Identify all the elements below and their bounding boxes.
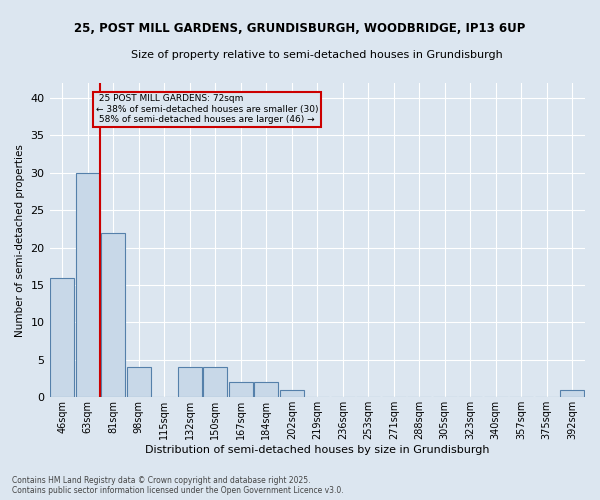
- Title: Size of property relative to semi-detached houses in Grundisburgh: Size of property relative to semi-detach…: [131, 50, 503, 60]
- Bar: [101, 232, 125, 398]
- Bar: [178, 368, 202, 398]
- Bar: [127, 368, 151, 398]
- X-axis label: Distribution of semi-detached houses by size in Grundisburgh: Distribution of semi-detached houses by …: [145, 445, 490, 455]
- Text: 25, POST MILL GARDENS, GRUNDISBURGH, WOODBRIDGE, IP13 6UP: 25, POST MILL GARDENS, GRUNDISBURGH, WOO…: [74, 22, 526, 36]
- Bar: [254, 382, 278, 398]
- Text: Contains HM Land Registry data © Crown copyright and database right 2025.
Contai: Contains HM Land Registry data © Crown c…: [12, 476, 344, 495]
- Bar: [560, 390, 584, 398]
- Bar: [229, 382, 253, 398]
- Bar: [76, 173, 100, 398]
- Bar: [280, 390, 304, 398]
- Bar: [50, 278, 74, 398]
- Y-axis label: Number of semi-detached properties: Number of semi-detached properties: [15, 144, 25, 336]
- Bar: [203, 368, 227, 398]
- Text: 25 POST MILL GARDENS: 72sqm
← 38% of semi-detached houses are smaller (30)
 58% : 25 POST MILL GARDENS: 72sqm ← 38% of sem…: [96, 94, 319, 124]
